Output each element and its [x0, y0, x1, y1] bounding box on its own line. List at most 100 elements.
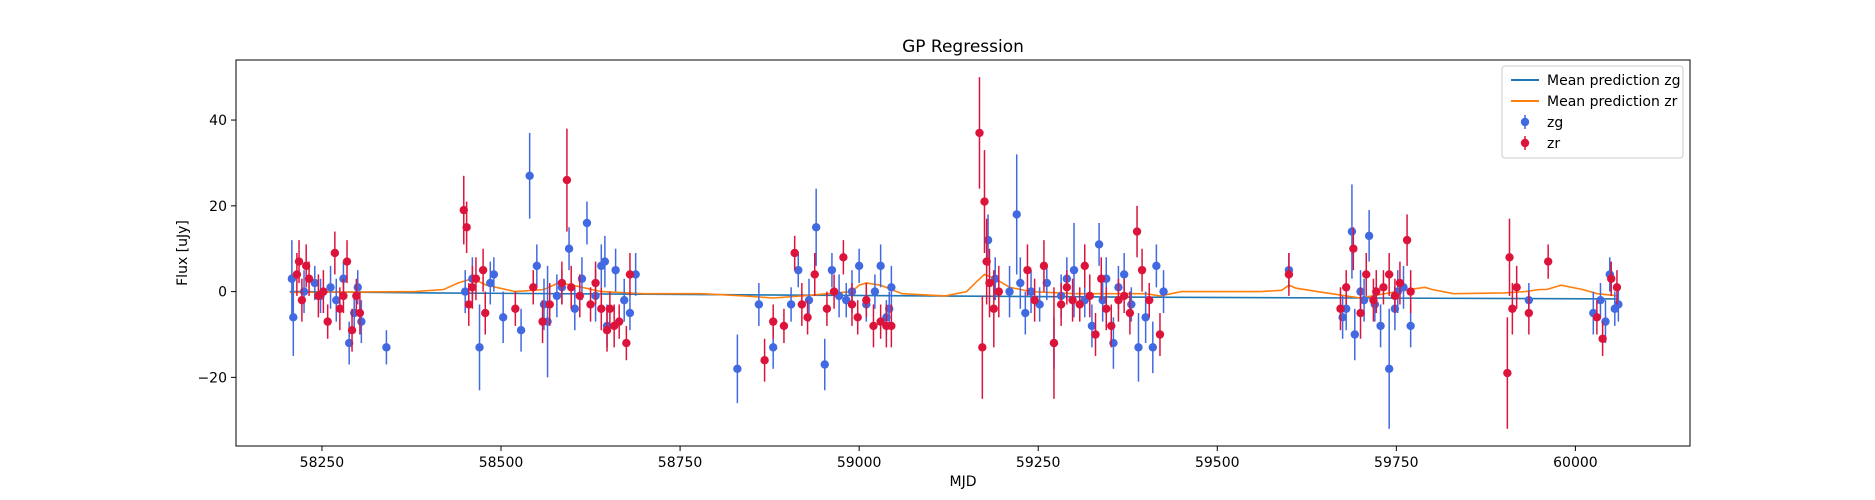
data-point	[289, 313, 298, 322]
data-point	[1159, 287, 1168, 296]
data-point	[811, 223, 821, 232]
data-point	[464, 300, 473, 309]
data-point	[557, 278, 567, 288]
data-point	[575, 291, 585, 301]
data-point	[804, 295, 814, 305]
data-point	[1091, 330, 1100, 339]
x-tick-label: 60000	[1553, 455, 1598, 471]
series-zg	[287, 132, 1623, 429]
data-point	[335, 304, 345, 313]
data-point	[1155, 330, 1165, 339]
plot-frame	[235, 59, 1691, 447]
series-zr	[292, 77, 1622, 429]
data-point	[577, 274, 587, 283]
legend-item: zr	[1520, 136, 1560, 152]
data-point	[605, 304, 615, 313]
data-point	[462, 223, 471, 232]
data-point	[1030, 295, 1039, 305]
data-point	[1379, 283, 1388, 292]
data-point	[1336, 304, 1345, 313]
data-point	[486, 278, 495, 288]
x-tick-label: 58250	[300, 455, 345, 471]
data-point	[1016, 278, 1025, 288]
data-point	[538, 317, 547, 326]
chart-title: GP Regression	[902, 37, 1024, 57]
data-point	[975, 128, 984, 138]
data-point	[794, 265, 803, 275]
data-point	[760, 356, 769, 365]
data-point	[292, 270, 302, 279]
data-point	[1049, 338, 1059, 348]
data-point	[1056, 300, 1066, 309]
data-point	[344, 338, 354, 348]
data-point	[1598, 334, 1607, 343]
data-point	[1148, 343, 1158, 352]
data-point	[597, 304, 606, 313]
data-point	[862, 295, 871, 305]
legend: Mean prediction zg Mean prediction zr zg zr	[1501, 65, 1684, 159]
legend-item: zg	[1520, 115, 1563, 131]
data-point	[1362, 270, 1371, 279]
data-point	[810, 270, 819, 279]
data-point	[887, 321, 896, 331]
data-point	[1356, 308, 1365, 318]
legend-label: Mean prediction zr	[1547, 94, 1678, 110]
data-point	[1607, 274, 1616, 283]
data-point	[478, 265, 488, 275]
x-tick-label: 58750	[658, 455, 703, 471]
data-point	[545, 300, 554, 309]
data-point	[498, 313, 508, 322]
data-point	[591, 278, 600, 288]
data-point	[1505, 253, 1514, 262]
data-point	[994, 287, 1004, 296]
data-point	[822, 304, 832, 313]
x-tick-label: 59000	[837, 455, 882, 471]
data-point	[1384, 270, 1394, 279]
data-point	[786, 300, 796, 309]
data-point	[1069, 265, 1079, 275]
data-point	[461, 287, 470, 296]
data-point	[1114, 295, 1123, 305]
data-point	[1376, 321, 1385, 331]
data-point	[562, 175, 572, 185]
data-point	[797, 300, 807, 309]
x-tick-label: 59500	[1195, 455, 1240, 471]
data-point	[1152, 261, 1161, 271]
data-point	[582, 218, 592, 228]
y-tick-label: 0	[218, 285, 227, 301]
data-point	[552, 291, 562, 301]
data-point	[611, 265, 620, 275]
data-point	[481, 308, 490, 318]
data-point	[980, 197, 989, 206]
data-point	[1125, 308, 1135, 318]
data-point	[989, 304, 998, 313]
data-point	[1080, 261, 1089, 271]
data-point	[471, 274, 481, 283]
data-point	[1145, 295, 1154, 305]
data-point	[614, 317, 624, 326]
x-axis-label: MJD	[950, 474, 977, 490]
data-point	[1596, 295, 1605, 305]
data-point	[978, 343, 987, 352]
data-point	[1132, 227, 1142, 236]
data-point	[1026, 287, 1036, 296]
data-point	[516, 326, 526, 335]
data-point	[352, 291, 361, 301]
data-point	[310, 278, 319, 288]
data-point	[297, 295, 307, 305]
legend-item: Mean prediction zg	[1511, 73, 1681, 89]
data-point	[1134, 343, 1143, 352]
y-tick-label: 40	[209, 113, 227, 129]
data-point	[353, 283, 362, 292]
data-point	[1350, 330, 1359, 339]
data-point	[1359, 295, 1369, 305]
data-point	[1102, 304, 1111, 313]
data-point	[768, 317, 778, 326]
data-point	[304, 274, 314, 283]
data-point	[1021, 308, 1030, 318]
data-point	[1141, 313, 1150, 322]
data-point	[570, 304, 579, 313]
data-point	[853, 313, 862, 322]
data-point	[323, 317, 332, 326]
